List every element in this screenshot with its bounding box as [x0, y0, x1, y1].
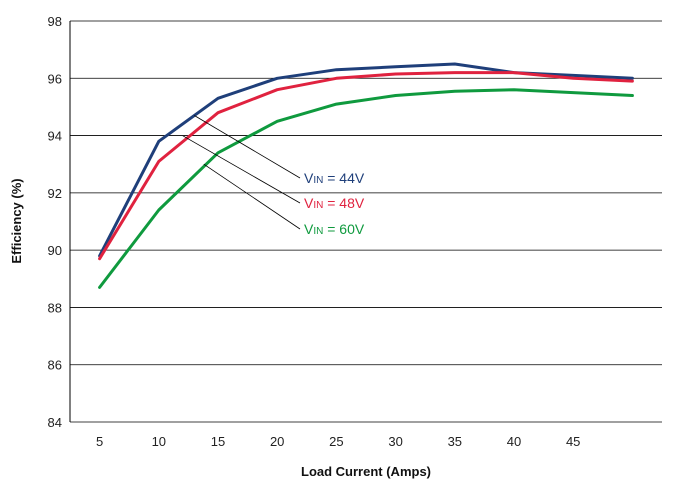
- y-tick-labels: 84 86 88 90 92 94 96 98: [48, 14, 62, 430]
- x-axis-title: Load Current (Amps): [301, 464, 431, 479]
- x-tick-label-25: 25: [329, 434, 343, 449]
- vin-prefix: V: [304, 195, 314, 211]
- y-tick-label-90: 90: [48, 243, 62, 258]
- vin-subscript: IN: [313, 226, 323, 237]
- y-tick-label-88: 88: [48, 300, 62, 315]
- x-tick-label-40: 40: [507, 434, 521, 449]
- x-tick-label-20: 20: [270, 434, 284, 449]
- x-tick-labels: 5 10 15 20 25 30 35 40 45: [96, 434, 580, 449]
- y-tick-label-96: 96: [48, 71, 62, 86]
- y-tick-label-92: 92: [48, 186, 62, 201]
- series-lines: [98, 62, 634, 289]
- vin-44v-label: VIN = 44V: [304, 170, 365, 186]
- vin-60v-label: VIN = 60V: [304, 221, 365, 237]
- x-tick-label-45: 45: [566, 434, 580, 449]
- vin-subscript: IN: [313, 175, 323, 186]
- y-tick-label-84: 84: [48, 415, 62, 430]
- vin-48v-label: VIN = 48V: [304, 195, 365, 211]
- vin-subscript: IN: [313, 200, 323, 211]
- y-tick-label-86: 86: [48, 358, 62, 373]
- grid-lines: [70, 20, 662, 423]
- leader-line-2: [182, 135, 301, 204]
- y-tick-label-98: 98: [48, 14, 62, 29]
- leader-line-3: [203, 163, 301, 230]
- vin-60v-line: [98, 88, 634, 289]
- x-tick-label-35: 35: [448, 434, 462, 449]
- vin-48v-line: [98, 71, 634, 261]
- y-tick-label-94: 94: [48, 129, 62, 144]
- vin-value: = 60V: [323, 221, 365, 237]
- x-tick-label-10: 10: [152, 434, 166, 449]
- vin-prefix: V: [304, 170, 314, 186]
- y-axis-title: Efficiency (%): [9, 178, 24, 263]
- vin-value: = 44V: [323, 170, 365, 186]
- leader-line-1: [194, 115, 301, 179]
- x-tick-label-30: 30: [388, 434, 402, 449]
- x-tick-label-5: 5: [96, 434, 103, 449]
- vin-value: = 48V: [323, 195, 365, 211]
- x-tick-label-15: 15: [211, 434, 225, 449]
- vin-prefix: V: [304, 221, 314, 237]
